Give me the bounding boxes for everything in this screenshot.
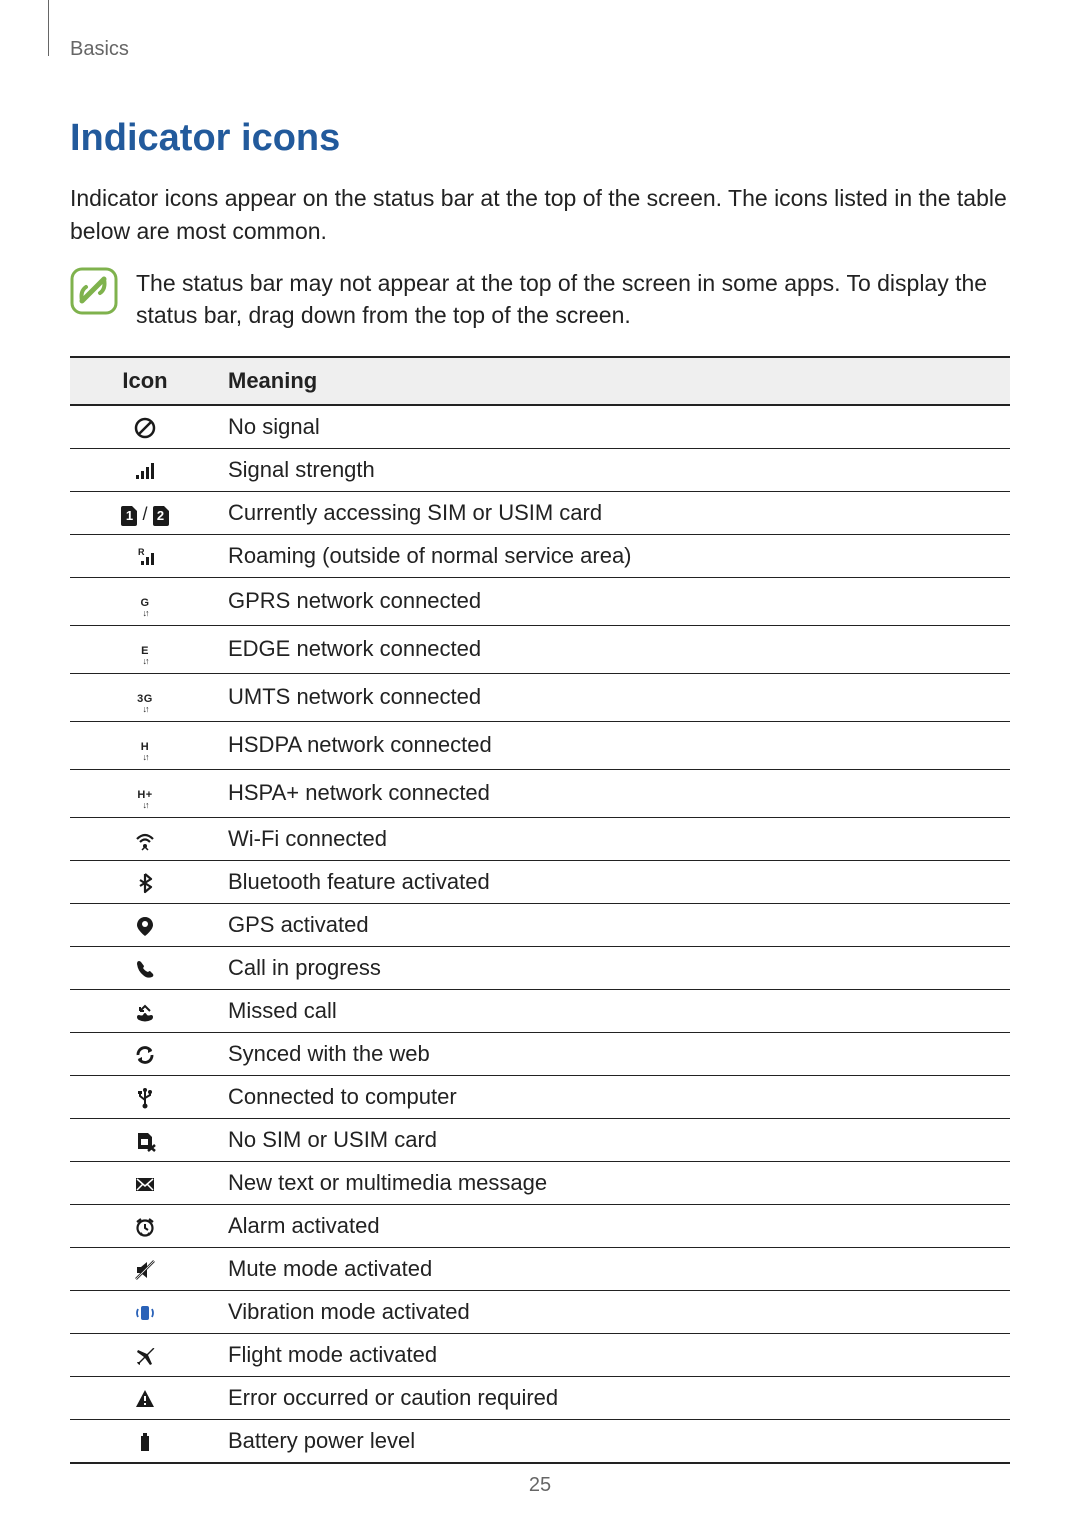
icon-meaning: Call in progress: [220, 946, 1010, 989]
icon-meaning: Signal strength: [220, 449, 1010, 492]
icon-meaning: Vibration mode activated: [220, 1290, 1010, 1333]
icon-meaning: Roaming (outside of normal service area): [220, 535, 1010, 578]
table-row: New text or multimedia message: [70, 1161, 1010, 1204]
icon-meaning: GPRS network connected: [220, 578, 1010, 626]
table-row: Bluetooth feature activated: [70, 860, 1010, 903]
table-header-row: Icon Meaning: [70, 357, 1010, 405]
table-row: Missed call: [70, 989, 1010, 1032]
usb-icon: [70, 1075, 220, 1118]
note-icon: [70, 267, 118, 320]
section-title: Indicator icons: [70, 117, 1010, 160]
message-icon: [70, 1161, 220, 1204]
hspa-icon: H+↓↑: [70, 769, 220, 817]
nosim-icon: [70, 1118, 220, 1161]
icon-meaning: Connected to computer: [220, 1075, 1010, 1118]
table-row: Mute mode activated: [70, 1247, 1010, 1290]
col-header-icon: Icon: [70, 357, 220, 405]
table-row: Wi-Fi connected: [70, 817, 1010, 860]
icon-meaning: Alarm activated: [220, 1204, 1010, 1247]
error-icon: [70, 1376, 220, 1419]
table-row: G↓↑GPRS network connected: [70, 578, 1010, 626]
table-row: E↓↑EDGE network connected: [70, 625, 1010, 673]
intro-paragraph: Indicator icons appear on the status bar…: [70, 182, 1010, 249]
table-row: Alarm activated: [70, 1204, 1010, 1247]
roaming-icon: [70, 535, 220, 578]
table-row: No signal: [70, 405, 1010, 449]
sim-icon: 1 / 2: [70, 492, 220, 535]
indicator-icons-table: Icon Meaning No signalSignal strength1 /…: [70, 356, 1010, 1464]
note-text: The status bar may not appear at the top…: [136, 267, 1010, 332]
table-row: Call in progress: [70, 946, 1010, 989]
edge-icon: E↓↑: [70, 625, 220, 673]
icon-meaning: UMTS network connected: [220, 673, 1010, 721]
icon-meaning: EDGE network connected: [220, 625, 1010, 673]
wifi-icon: [70, 817, 220, 860]
signal-icon: [70, 449, 220, 492]
page: Basics Indicator icons Indicator icons a…: [0, 0, 1080, 1527]
gprs-icon: G↓↑: [70, 578, 220, 626]
icon-meaning: Wi-Fi connected: [220, 817, 1010, 860]
icon-meaning: Bluetooth feature activated: [220, 860, 1010, 903]
table-row: No SIM or USIM card: [70, 1118, 1010, 1161]
note-box: The status bar may not appear at the top…: [70, 267, 1010, 332]
table-row: Synced with the web: [70, 1032, 1010, 1075]
table-row: Battery power level: [70, 1419, 1010, 1463]
battery-icon: [70, 1419, 220, 1463]
icon-meaning: HSPA+ network connected: [220, 769, 1010, 817]
hsdpa-icon: H↓↑: [70, 721, 220, 769]
table-row: H↓↑HSDPA network connected: [70, 721, 1010, 769]
no-signal-icon: [70, 405, 220, 449]
icon-meaning: New text or multimedia message: [220, 1161, 1010, 1204]
table-row: 3G↓↑UMTS network connected: [70, 673, 1010, 721]
table-row: Vibration mode activated: [70, 1290, 1010, 1333]
side-rule: [48, 0, 49, 56]
table-row: 1 / 2Currently accessing SIM or USIM car…: [70, 492, 1010, 535]
table-row: Roaming (outside of normal service area): [70, 535, 1010, 578]
icon-meaning: HSDPA network connected: [220, 721, 1010, 769]
table-row: Signal strength: [70, 449, 1010, 492]
icon-meaning: Flight mode activated: [220, 1333, 1010, 1376]
table-row: Connected to computer: [70, 1075, 1010, 1118]
icon-meaning: Mute mode activated: [220, 1247, 1010, 1290]
flight-icon: [70, 1333, 220, 1376]
icon-meaning: No signal: [220, 405, 1010, 449]
bluetooth-icon: [70, 860, 220, 903]
sync-icon: [70, 1032, 220, 1075]
icon-meaning: GPS activated: [220, 903, 1010, 946]
vibrate-icon: [70, 1290, 220, 1333]
table-row: Flight mode activated: [70, 1333, 1010, 1376]
gps-icon: [70, 903, 220, 946]
icon-meaning: Missed call: [220, 989, 1010, 1032]
page-number: 25: [0, 1474, 1080, 1497]
umts-icon: 3G↓↑: [70, 673, 220, 721]
alarm-icon: [70, 1204, 220, 1247]
icon-meaning: No SIM or USIM card: [220, 1118, 1010, 1161]
call-icon: [70, 946, 220, 989]
table-row: GPS activated: [70, 903, 1010, 946]
icon-meaning: Error occurred or caution required: [220, 1376, 1010, 1419]
missed-icon: [70, 989, 220, 1032]
table-row: Error occurred or caution required: [70, 1376, 1010, 1419]
icon-meaning: Battery power level: [220, 1419, 1010, 1463]
icon-meaning: Synced with the web: [220, 1032, 1010, 1075]
breadcrumb: Basics: [70, 38, 1010, 61]
col-header-meaning: Meaning: [220, 357, 1010, 405]
icon-meaning: Currently accessing SIM or USIM card: [220, 492, 1010, 535]
table-row: H+↓↑HSPA+ network connected: [70, 769, 1010, 817]
mute-icon: [70, 1247, 220, 1290]
